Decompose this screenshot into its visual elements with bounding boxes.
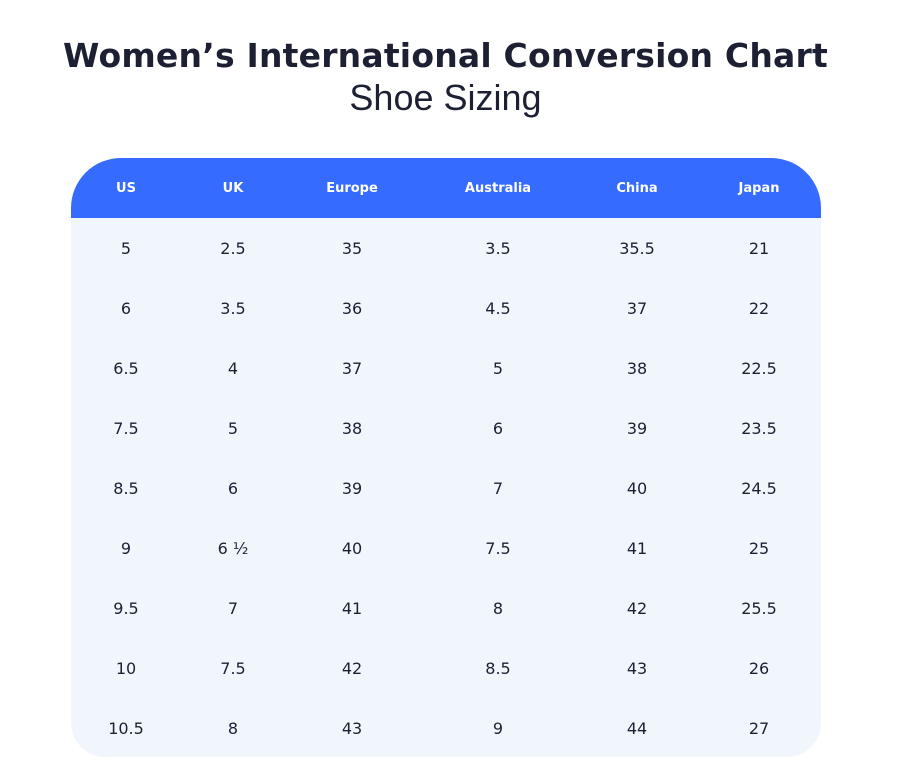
table-cell: 7.5 <box>485 538 511 558</box>
page-title: Women’s International Conversion Chart <box>63 36 828 75</box>
table-cell: 8 <box>227 718 239 738</box>
column-header-uk: UK <box>222 180 244 196</box>
table-cell: 43 <box>341 718 363 738</box>
table-cell: 42 <box>626 598 648 618</box>
table-cell: 39 <box>626 418 648 438</box>
table-cell: 22 <box>748 298 770 318</box>
table-row: 10.5 8 43 9 44 27 <box>71 698 821 757</box>
table-cell: 24.5 <box>741 478 777 498</box>
table-row: 5 2.5 35 3.5 35.5 21 <box>71 218 821 278</box>
table-cell: 25 <box>748 538 770 558</box>
column-header-japan: Japan <box>738 180 780 196</box>
table-cell: 9 <box>492 718 504 738</box>
table-cell: 36 <box>341 298 363 318</box>
table-cell: 5 <box>492 358 504 378</box>
table-cell: 2.5 <box>220 238 246 258</box>
table-row: 9.5 7 41 8 42 25.5 <box>71 578 821 638</box>
table-cell: 7 <box>227 598 239 618</box>
table-cell: 23.5 <box>741 418 777 438</box>
table-cell: 41 <box>341 598 363 618</box>
table-cell: 10 <box>115 658 137 678</box>
conversion-table: US UK Europe Australia China Japan 5 2.5 35 3.5 3… <box>71 158 821 757</box>
table-cell: 6 <box>120 298 132 318</box>
table-row: 6.5 4 37 5 38 22.5 <box>71 338 821 398</box>
table-cell: 6 <box>227 478 239 498</box>
table-cell: 9 <box>120 538 132 558</box>
table-cell: 10.5 <box>108 718 144 738</box>
table-cell: 5 <box>227 418 239 438</box>
table-cell: 6 <box>492 418 504 438</box>
page-subtitle: Shoe Sizing <box>349 77 542 118</box>
table-cell: 43 <box>626 658 648 678</box>
table-cell: 6 ½ <box>217 538 249 558</box>
column-header-china: China <box>616 180 658 196</box>
table-cell: 27 <box>748 718 770 738</box>
table-cell: 8.5 <box>113 478 139 498</box>
column-header-europe: Europe <box>326 180 378 196</box>
table-cell: 25.5 <box>741 598 777 618</box>
column-header-australia: Australia <box>464 180 532 196</box>
table-cell: 4.5 <box>485 298 511 318</box>
table-cell: 44 <box>626 718 648 738</box>
table-row: 6 3.5 36 4.5 37 22 <box>71 278 821 338</box>
column-header-us: US <box>116 180 136 196</box>
table-cell: 9.5 <box>113 598 139 618</box>
table-cell: 8.5 <box>485 658 511 678</box>
table-cell: 22.5 <box>741 358 777 378</box>
table-cell: 3.5 <box>485 238 511 258</box>
table-cell: 41 <box>626 538 648 558</box>
table-cell: 35 <box>341 238 363 258</box>
table-cell: 6.5 <box>113 358 139 378</box>
table-row: 9 6 ½ 40 7.5 41 25 <box>71 518 821 578</box>
table-cell: 38 <box>626 358 648 378</box>
table-cell: 42 <box>341 658 363 678</box>
table-body: 5 2.5 35 3.5 35.5 21 6 3.5 36 4.5 37 22 6.5 4 37 5 38 22.… <box>71 218 821 757</box>
table-row: 10 7.5 42 8.5 43 26 <box>71 638 821 698</box>
table-cell: 21 <box>748 238 770 258</box>
table-row: 7.5 5 38 6 39 23.5 <box>71 398 821 458</box>
table-cell: 7.5 <box>220 658 246 678</box>
table-cell: 35.5 <box>619 238 655 258</box>
table-cell: 37 <box>626 298 648 318</box>
table-cell: 37 <box>341 358 363 378</box>
table-cell: 5 <box>120 238 132 258</box>
table-header-row: US UK Europe Australia China Japan <box>71 158 821 218</box>
table-cell: 39 <box>341 478 363 498</box>
table-cell: 40 <box>341 538 363 558</box>
table-cell: 8 <box>492 598 504 618</box>
table-cell: 7 <box>492 478 504 498</box>
table-cell: 38 <box>341 418 363 438</box>
table-cell: 3.5 <box>220 298 246 318</box>
table-row: 8.5 6 39 7 40 24.5 <box>71 458 821 518</box>
table-cell: 7.5 <box>113 418 139 438</box>
table-cell: 4 <box>227 358 239 378</box>
table-cell: 40 <box>626 478 648 498</box>
table-cell: 26 <box>748 658 770 678</box>
